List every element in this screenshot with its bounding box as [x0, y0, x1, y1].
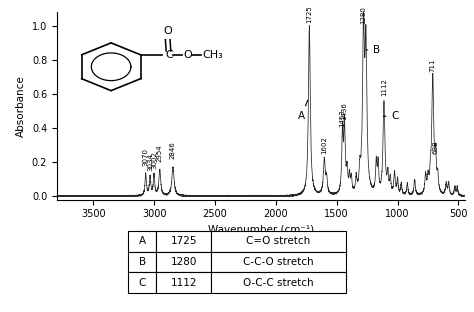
Text: 3002: 3002	[151, 151, 157, 169]
Text: 1280: 1280	[361, 7, 366, 24]
Text: 3034: 3034	[147, 153, 153, 171]
Text: 1436: 1436	[342, 102, 347, 120]
Text: 1112: 1112	[381, 78, 387, 96]
Text: 1725: 1725	[306, 5, 312, 23]
Text: 2846: 2846	[170, 141, 176, 159]
Text: 711: 711	[430, 59, 436, 72]
Text: B: B	[366, 45, 380, 55]
Text: C: C	[383, 111, 399, 121]
X-axis label: Wavenumber (cm⁻¹): Wavenumber (cm⁻¹)	[208, 225, 314, 235]
Text: 688: 688	[433, 140, 438, 154]
Text: A: A	[298, 100, 308, 121]
Text: 3070: 3070	[143, 148, 149, 166]
Text: 1453: 1453	[339, 109, 346, 126]
Y-axis label: Absorbance: Absorbance	[16, 75, 26, 137]
Text: 1602: 1602	[321, 136, 328, 154]
Text: 2954: 2954	[157, 145, 163, 162]
